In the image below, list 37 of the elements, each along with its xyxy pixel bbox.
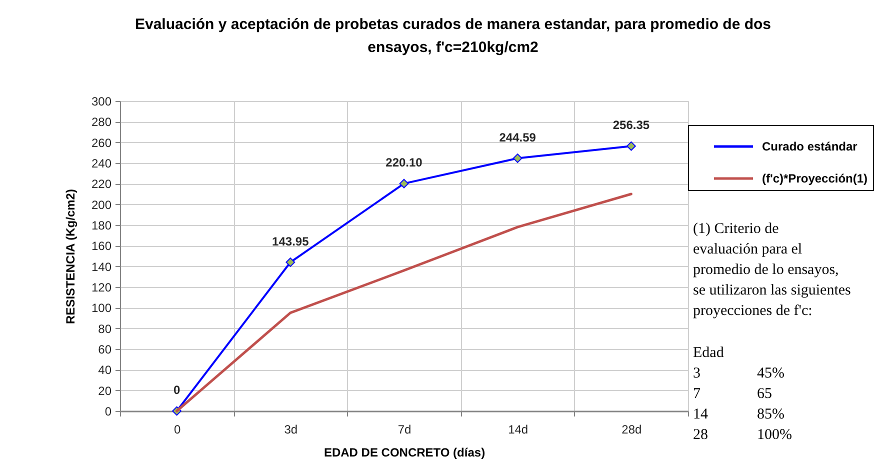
x-tick-label: 0 (174, 422, 181, 436)
y-tick-label: 40 (98, 363, 112, 378)
y-tick-label: 300 (91, 94, 112, 108)
y-tick-label: 100 (91, 301, 112, 316)
legend-label: Curado estándar (762, 140, 858, 154)
chart-title: Evaluación y aceptación de probetas curados de manera estandar, para promedio de dos ensayos, f'c=210kg/cm2 (134, 16, 772, 56)
x-tick-label: 14d (508, 422, 528, 436)
point (286, 258, 296, 267)
y-tick-label: 20 (98, 384, 112, 398)
text: (1) Criterio de evaluación para el promedio de lo ensayos, se utilizaron las siguientes proyecciones de f'c: (693, 221, 852, 319)
legend-label: (f'c)*Proyección(1) (762, 172, 868, 186)
y-tick-label: 140 (91, 260, 112, 274)
x-tick-label: 3d (284, 422, 298, 436)
x-tick-label: 28d (622, 422, 642, 436)
data-label: 256.35 (612, 118, 650, 132)
y-tick-label: 160 (91, 239, 112, 254)
y-tick-label: 0 (104, 404, 112, 418)
y-tick-label: 200 (91, 198, 112, 212)
data-label: 220.10 (386, 156, 423, 170)
y-tick-label: 260 (91, 136, 112, 150)
data-label: 143.95 (272, 234, 310, 248)
y-tick-label: 80 (98, 322, 112, 336)
point (399, 178, 409, 188)
x-tick-label: 7d (398, 422, 412, 436)
y-tick-label: 120 (91, 280, 112, 294)
y-tick-label: 60 (98, 342, 112, 356)
y-axis-title: RESISTENCIA (Kg/cm2) (63, 189, 78, 324)
text: Edad 3 45% 7 65 14 85% 28 100% (693, 345, 792, 443)
y-tick-label: 180 (91, 218, 112, 232)
data-label: 0 (173, 383, 180, 397)
y-tick-label: 220 (91, 177, 112, 192)
data-label: 244.59 (499, 130, 536, 144)
y-tick-label: 240 (91, 156, 112, 170)
y-tick-label: 280 (91, 115, 112, 130)
x-axis-title: EDAD DE CONCRETO (días) (324, 446, 486, 460)
point (512, 154, 522, 163)
point (626, 141, 636, 151)
